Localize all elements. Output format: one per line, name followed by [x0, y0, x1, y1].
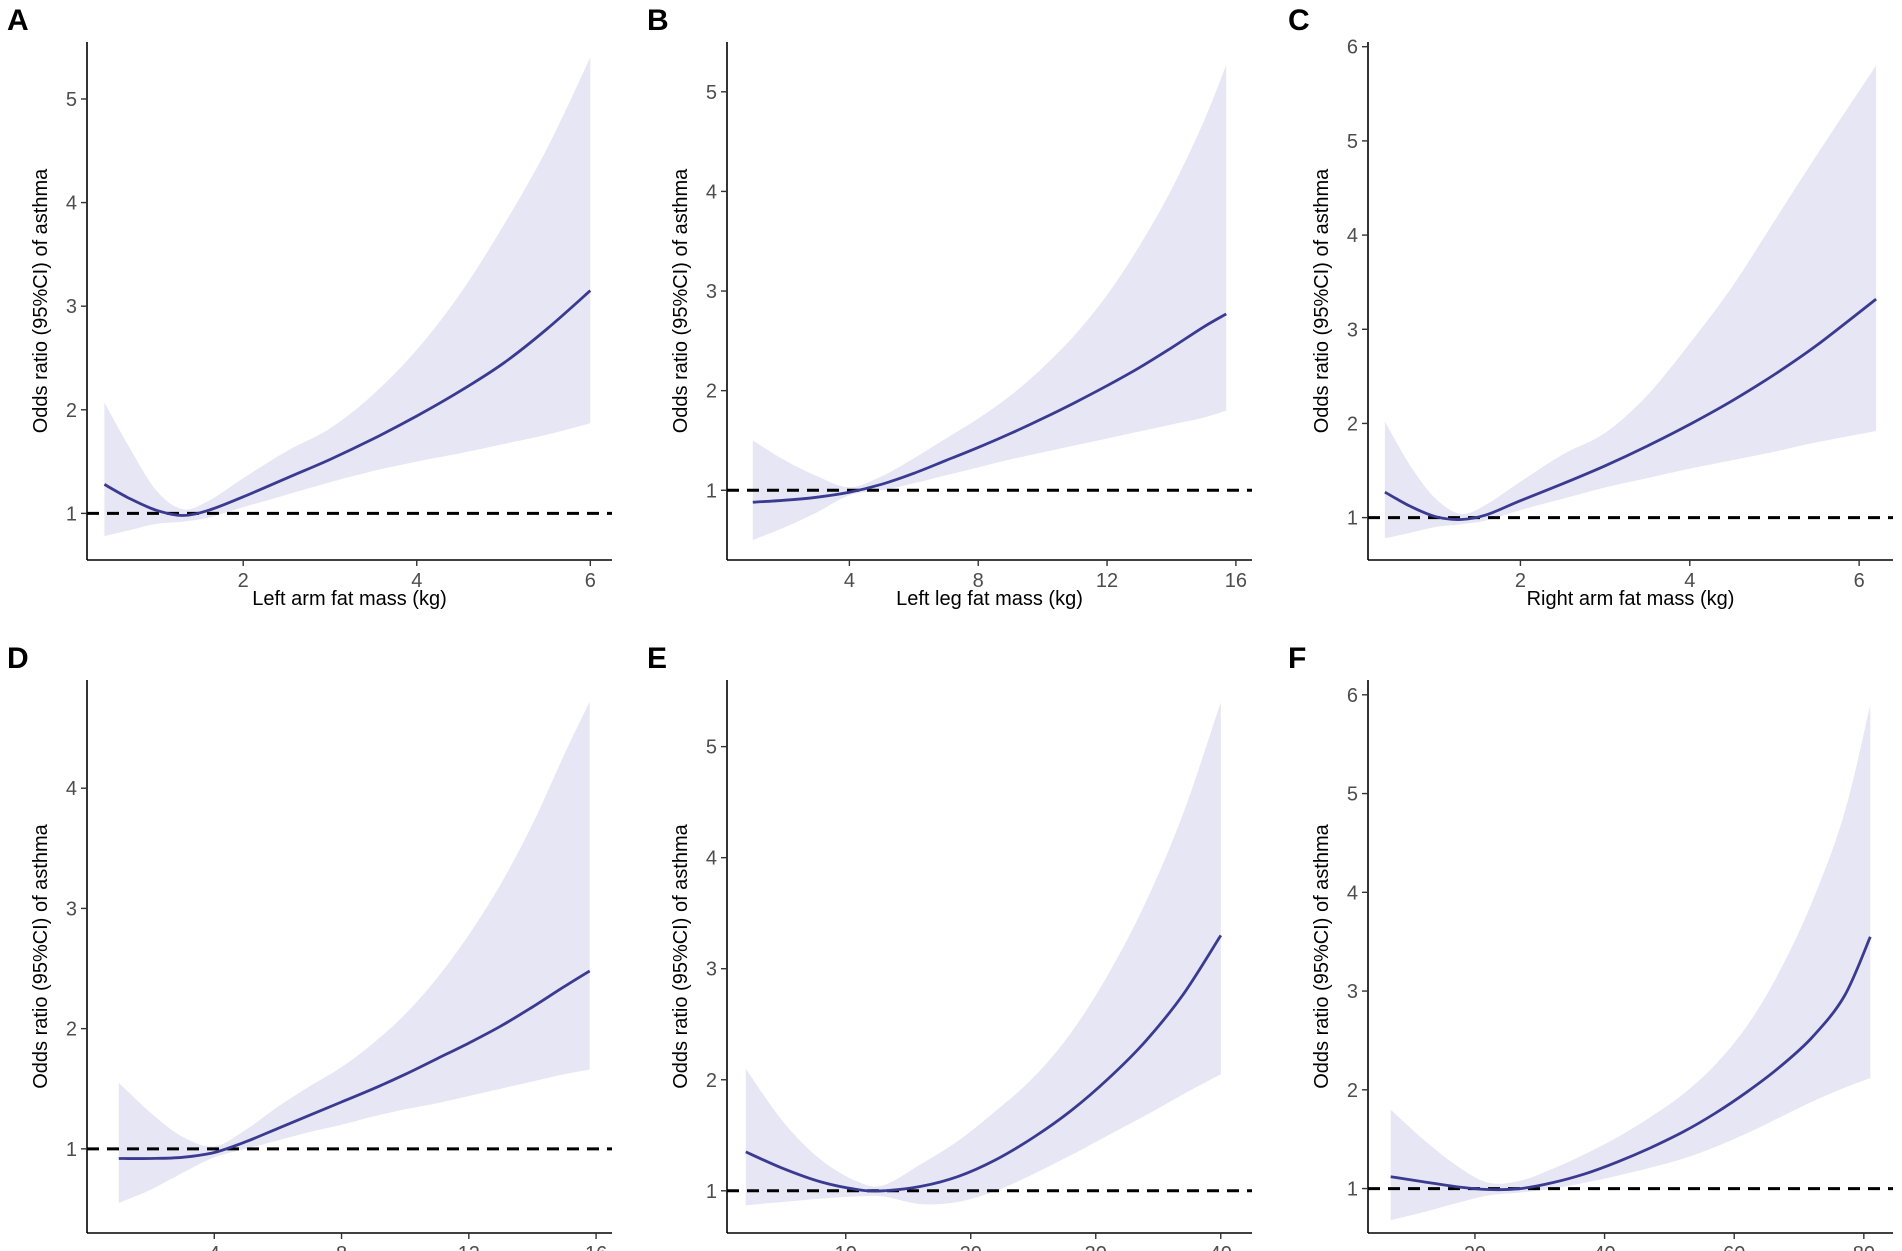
y-tick-label: 3: [66, 898, 77, 920]
y-tick-label: 6: [1347, 685, 1358, 707]
y-tick-label: 4: [1347, 882, 1358, 904]
x-tick-label: 60: [1723, 1243, 1745, 1251]
panel-letter: D: [7, 642, 29, 675]
y-axis-title: Odds ratio (95%CI) of asthma: [1311, 823, 1333, 1088]
y-tick-label: 2: [66, 400, 77, 422]
panel-letter: B: [647, 4, 669, 37]
x-tick-label: 20: [960, 1243, 982, 1251]
y-tick-label: 2: [1347, 1080, 1358, 1102]
x-tick-label: 8: [336, 1243, 347, 1251]
x-tick-label: 20: [1464, 1243, 1486, 1251]
y-tick-label: 2: [66, 1019, 77, 1041]
x-tick-label: 40: [1210, 1243, 1232, 1251]
x-tick-label: 12: [458, 1243, 480, 1251]
confidence-band: [118, 701, 590, 1203]
x-tick-label: 6: [585, 570, 596, 592]
odds-ratio-line: [752, 312, 1227, 504]
y-tick-label: 1: [1347, 1179, 1358, 1201]
confidence-band: [1390, 704, 1871, 1221]
y-tick-label: 1: [66, 1139, 77, 1161]
y-tick-label: 5: [706, 737, 717, 759]
x-axis-title: Left leg fat mass (kg): [896, 588, 1083, 610]
panel-e: E1020304012345Trunk fat mass (kg)Odds ra…: [647, 642, 1252, 1251]
confidence-band: [745, 702, 1221, 1206]
y-tick-label: 6: [1347, 37, 1358, 59]
y-tick-label: 2: [706, 381, 717, 403]
x-tick-label: 2: [238, 570, 249, 592]
y-tick-label: 4: [1347, 225, 1358, 247]
panel-letter: C: [1288, 4, 1310, 37]
confidence-band: [752, 64, 1227, 541]
y-tick-label: 1: [1347, 508, 1358, 530]
y-tick-label: 3: [1347, 981, 1358, 1003]
y-tick-label: 2: [1347, 413, 1358, 435]
odds-ratio-line: [1390, 936, 1872, 1192]
x-tick-label: 6: [1854, 570, 1865, 592]
panel-a: A 2 4 6 1 2 3 4 5 Left arm fat mass (kg) Odds rati…: [7, 4, 612, 610]
panel-f: F20406080123456Total fat mass (kg)Odds r…: [1288, 642, 1893, 1251]
x-tick-label: 10: [835, 1243, 857, 1251]
y-tick-label: 4: [706, 181, 717, 203]
x-tick-label: 4: [209, 1243, 220, 1251]
odds-ratio-line: [103, 289, 592, 517]
x-tick-label: 4: [411, 570, 422, 592]
x-tick-label: 16: [585, 1243, 607, 1251]
x-tick-label: 8: [973, 570, 984, 592]
y-tick-label: 1: [66, 503, 77, 525]
y-tick-label: 4: [66, 193, 77, 215]
x-tick-label: 4: [844, 570, 855, 592]
y-axis-title: Odds ratio (95%CI) of asthma: [1311, 168, 1333, 433]
panel-d: D4812161234Right leg fat mass (kg)Odds r…: [7, 642, 612, 1251]
y-tick-label: 4: [706, 848, 717, 870]
x-tick-label: 12: [1096, 570, 1118, 592]
y-axis-title: Odds ratio (95%CI) of asthma: [30, 168, 52, 433]
x-axis-title: Left arm fat mass (kg): [252, 588, 447, 610]
x-tick-label: 16: [1225, 570, 1247, 592]
y-tick-label: 2: [706, 1070, 717, 1092]
confidence-band: [104, 57, 591, 537]
confidence-band: [1384, 65, 1877, 539]
y-tick-label: 3: [1347, 319, 1358, 341]
y-tick-label: 5: [1347, 784, 1358, 806]
panel-letter: F: [1288, 642, 1306, 675]
x-tick-label: 40: [1593, 1243, 1615, 1251]
x-tick-label: 2: [1515, 570, 1526, 592]
y-tick-label: 3: [66, 296, 77, 318]
x-axis-title: Right arm fat mass (kg): [1527, 588, 1735, 610]
x-tick-label: 80: [1853, 1243, 1875, 1251]
y-tick-label: 3: [706, 281, 717, 303]
y-tick-label: 4: [66, 778, 77, 800]
y-tick-label: 5: [706, 82, 717, 104]
odds-ratio-line: [118, 969, 591, 1160]
y-tick-label: 5: [1347, 131, 1358, 153]
y-tick-label: 3: [706, 959, 717, 981]
panel-c: C 2 4 6 1 2 3 4 5 6 Right arm fat mass (kg) Odds ra…: [1288, 4, 1893, 610]
y-axis-title: Odds ratio (95%CI) of asthma: [670, 168, 692, 433]
x-tick-label: 4: [1684, 570, 1695, 592]
y-tick-label: 1: [706, 1181, 717, 1203]
y-axis-title: Odds ratio (95%CI) of asthma: [30, 823, 52, 1088]
y-axis-title: Odds ratio (95%CI) of asthma: [670, 823, 692, 1088]
panel-letter: E: [647, 642, 667, 675]
panel-letter: A: [7, 4, 29, 37]
y-tick-label: 5: [66, 89, 77, 111]
odds-ratio-line: [745, 934, 1222, 1193]
y-tick-label: 1: [706, 480, 717, 502]
x-tick-label: 30: [1085, 1243, 1107, 1251]
odds-ratio-line: [1384, 297, 1877, 521]
